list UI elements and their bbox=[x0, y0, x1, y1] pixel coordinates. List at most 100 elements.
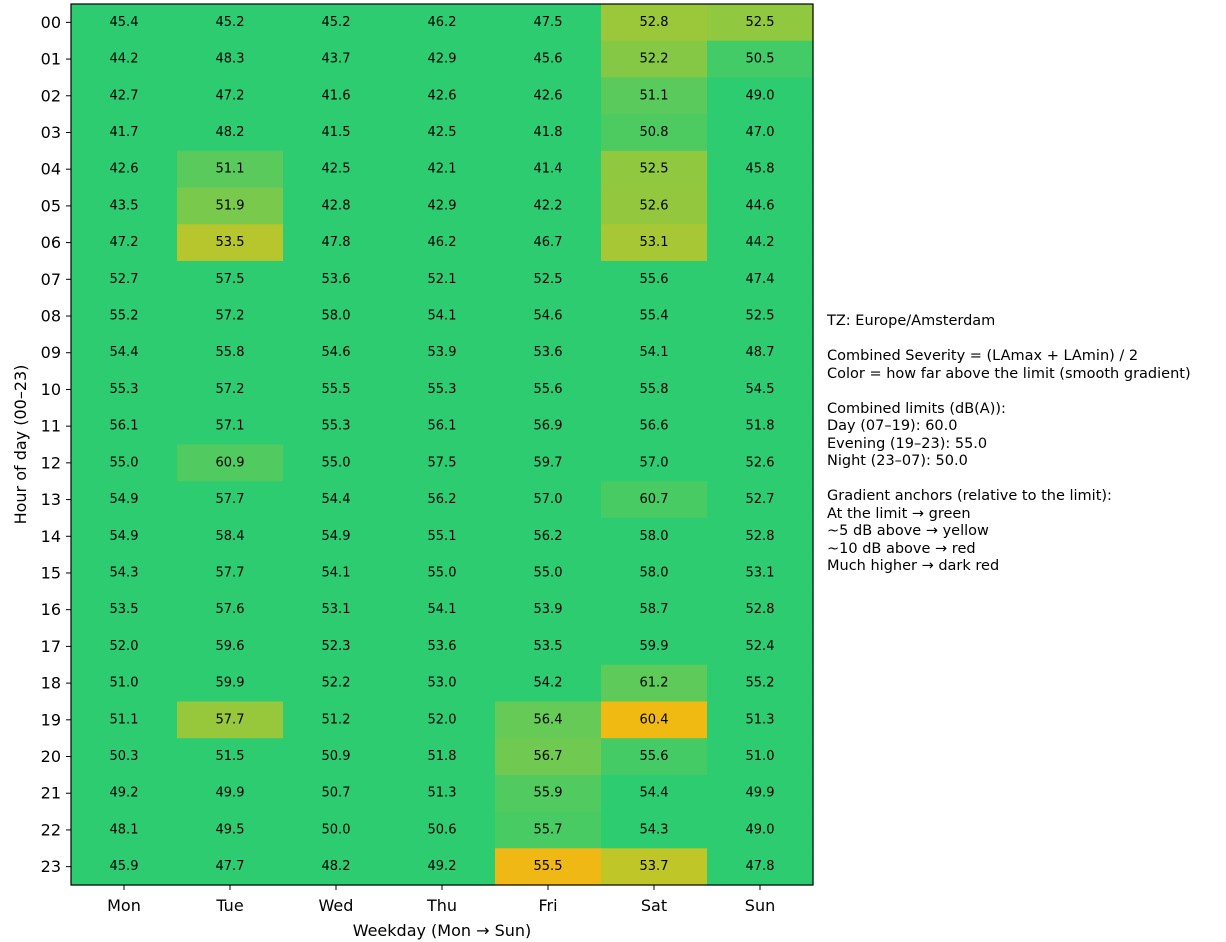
heatmap-cell bbox=[177, 848, 284, 886]
cell-value-label: 58.7 bbox=[640, 602, 669, 617]
cell-value-label: 53.1 bbox=[322, 602, 351, 617]
heatmap-cell bbox=[177, 77, 284, 115]
cell-value-label: 54.4 bbox=[322, 492, 351, 507]
cell-value-label: 42.9 bbox=[428, 198, 457, 213]
heatmap-cell bbox=[495, 554, 602, 592]
cell-value-label: 58.0 bbox=[322, 309, 351, 324]
cell-value-label: 50.9 bbox=[322, 749, 351, 764]
cell-value-label: 44.2 bbox=[746, 235, 775, 250]
cell-value-label: 59.9 bbox=[640, 639, 669, 654]
cell-value-label: 41.4 bbox=[534, 162, 563, 177]
y-tick-label: 17 bbox=[41, 637, 61, 656]
heatmap-cell bbox=[601, 481, 708, 519]
heatmap-cell bbox=[177, 701, 284, 739]
cell-value-label: 52.8 bbox=[746, 529, 775, 544]
cell-value-label: 60.7 bbox=[640, 492, 669, 507]
cell-value-label: 57.5 bbox=[428, 455, 457, 470]
heatmap-cell bbox=[177, 554, 284, 592]
heatmap-cell bbox=[389, 774, 496, 813]
heatmap-cell bbox=[389, 554, 496, 592]
cell-value-label: 55.7 bbox=[534, 822, 563, 837]
heatmap-cell bbox=[707, 114, 814, 152]
heatmap-cell bbox=[283, 664, 390, 703]
y-tick-label: 04 bbox=[41, 160, 61, 179]
cell-value-label: 42.6 bbox=[534, 88, 563, 103]
cell-value-label: 54.4 bbox=[640, 786, 669, 801]
heatmap-cell bbox=[707, 811, 814, 849]
heatmap-cell bbox=[177, 591, 284, 629]
cell-value-label: 52.6 bbox=[746, 455, 775, 470]
y-tick-label: 01 bbox=[41, 50, 61, 69]
heatmap-cell bbox=[601, 774, 708, 813]
cell-value-label: 54.1 bbox=[640, 345, 669, 360]
cell-value-label: 47.8 bbox=[322, 235, 351, 250]
heatmap-cell bbox=[495, 664, 602, 703]
cell-value-label: 55.2 bbox=[110, 309, 139, 324]
cell-value-label: 55.8 bbox=[216, 345, 245, 360]
cell-value-label: 54.6 bbox=[534, 309, 563, 324]
y-tick-label: 05 bbox=[41, 196, 61, 215]
cell-value-label: 55.4 bbox=[640, 309, 669, 324]
cell-value-label: 52.0 bbox=[428, 712, 457, 727]
cell-value-label: 51.0 bbox=[110, 676, 139, 691]
limits-heading: Combined limits (dB(A)): bbox=[827, 400, 1006, 417]
heatmap-cell bbox=[495, 738, 602, 776]
heatmap-cell bbox=[707, 260, 814, 299]
cell-value-label: 59.6 bbox=[216, 639, 245, 654]
heatmap-cell bbox=[601, 150, 708, 189]
heatmap-cell bbox=[707, 738, 814, 776]
y-tick-label: 14 bbox=[41, 527, 61, 546]
heatmap-cell bbox=[283, 811, 390, 849]
cell-value-label: 50.6 bbox=[428, 822, 457, 837]
heatmap-cell bbox=[71, 811, 178, 849]
cell-value-label: 54.3 bbox=[640, 822, 669, 837]
cell-value-label: 55.8 bbox=[640, 382, 669, 397]
heatmap-cell bbox=[495, 40, 602, 79]
cell-value-label: 56.7 bbox=[534, 749, 563, 764]
heatmap-cell bbox=[177, 4, 284, 42]
cell-value-label: 56.2 bbox=[534, 529, 563, 544]
cell-value-label: 54.1 bbox=[428, 602, 457, 617]
anchor-5db-text: ~5 dB above → yellow bbox=[827, 523, 989, 539]
cell-value-label: 41.5 bbox=[322, 125, 351, 140]
heatmap-cell bbox=[495, 4, 602, 42]
heatmap-cell bbox=[495, 848, 602, 886]
cell-value-label: 42.5 bbox=[428, 125, 457, 140]
cell-value-label: 57.1 bbox=[216, 419, 245, 434]
heatmap-cell bbox=[177, 187, 284, 225]
heatmap-cell bbox=[71, 187, 178, 225]
heatmap-cell bbox=[495, 260, 602, 299]
cell-value-label: 44.6 bbox=[746, 198, 775, 213]
heatmap-cell bbox=[177, 334, 284, 372]
heatmap-cell bbox=[389, 150, 496, 189]
cell-value-label: 53.1 bbox=[640, 235, 669, 250]
y-tick-label: 03 bbox=[41, 123, 61, 142]
heatmap-cell bbox=[495, 774, 602, 813]
heatmap-cell bbox=[495, 77, 602, 115]
cell-value-label: 42.9 bbox=[428, 52, 457, 67]
cell-value-label: 54.3 bbox=[110, 565, 139, 580]
cell-value-label: 60.4 bbox=[640, 712, 669, 727]
heatmap-cell bbox=[389, 444, 496, 482]
cell-value-label: 49.5 bbox=[216, 822, 245, 837]
cell-value-label: 50.0 bbox=[322, 822, 351, 837]
heatmap-cell bbox=[601, 701, 708, 739]
cell-value-label: 53.9 bbox=[534, 602, 563, 617]
cell-value-label: 45.2 bbox=[322, 15, 351, 30]
heatmap-cell bbox=[707, 701, 814, 739]
heatmap-cell bbox=[177, 811, 284, 849]
cell-value-label: 55.0 bbox=[322, 455, 351, 470]
heatmap-cell bbox=[495, 150, 602, 189]
heatmap-cell bbox=[495, 297, 602, 335]
cell-value-label: 57.0 bbox=[640, 455, 669, 470]
anchor-10db-text: ~10 dB above → red bbox=[827, 540, 976, 557]
heatmap-cell bbox=[389, 628, 496, 666]
heatmap-cell bbox=[495, 371, 602, 409]
cell-value-label: 52.5 bbox=[746, 15, 775, 30]
heatmap-cell bbox=[177, 517, 284, 556]
heatmap-cell bbox=[283, 187, 390, 225]
cell-value-label: 47.5 bbox=[534, 15, 563, 30]
cell-value-label: 51.9 bbox=[216, 198, 245, 213]
cell-value-label: 46.2 bbox=[428, 15, 457, 30]
x-tick-label: Thu bbox=[426, 896, 457, 915]
